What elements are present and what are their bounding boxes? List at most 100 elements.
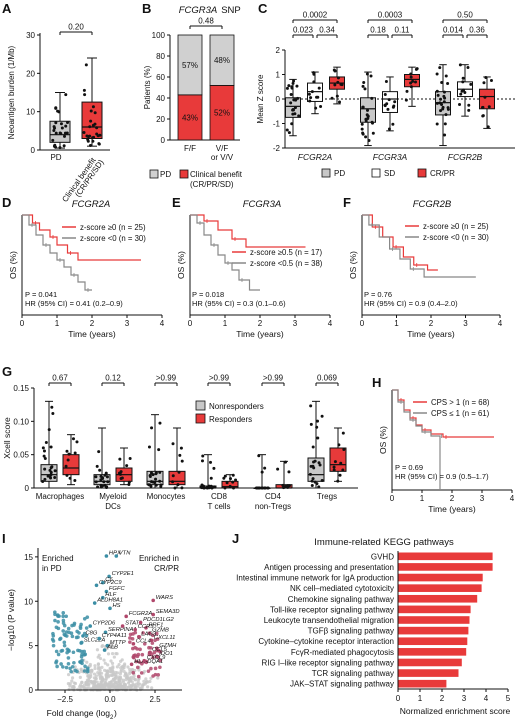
km-xlabel: Time (years) — [428, 504, 476, 514]
panel-c-1-2-dot — [409, 75, 413, 79]
panel-c-0-0-dot — [293, 106, 297, 110]
km-legend-label: z-score <0.5 (n = 38) — [250, 259, 323, 268]
panel-f: FCGR2B 0 1 2 3 4 Time (years) OS (%) z-score ≥0 … — [348, 199, 503, 339]
panel-i-gene-label: HLF — [105, 592, 116, 598]
panel-j-x-tick-label: 2 — [440, 694, 445, 703]
panel-c-0-0-dot — [292, 98, 296, 102]
panel-i-point-crpr — [151, 674, 155, 678]
panel-i-point — [98, 656, 103, 661]
panel-b-bar-label: 43% — [182, 113, 198, 122]
panel-g-y-tick-label: 0.10 — [13, 417, 29, 426]
panel-i-point — [119, 670, 123, 674]
panel-i-gene-label: CCR5 — [138, 624, 155, 630]
panel-c-2-2-dot — [486, 125, 490, 129]
panel-c-legend-label: SD — [384, 169, 395, 178]
panel-c-1-1-dot — [391, 122, 395, 126]
panel-i-gene-label: MTTP — [110, 640, 126, 646]
panel-i-point — [99, 683, 103, 688]
panel-g-2-0-dot — [153, 481, 157, 485]
panel-g-category: DCs — [105, 502, 121, 511]
panel-c-y-tick-label: 2 — [276, 46, 281, 55]
panel-c-1-0-dot — [365, 72, 369, 76]
km-xlabel: Time (years) — [407, 329, 455, 339]
panel-c-1-0-dot — [361, 132, 365, 136]
panel-c-2-0-dot — [435, 72, 439, 76]
panel-b-bar — [209, 85, 235, 141]
panel-c-0-0-dot — [295, 84, 299, 88]
km-curve — [362, 214, 476, 278]
panel-c-2-0-dot — [440, 80, 444, 84]
panel-i-gene-label: FGFC — [109, 586, 126, 592]
panel-c-group-label: FCGR2B — [448, 152, 483, 162]
panel-j-bar — [398, 594, 478, 603]
panel-i-point-pd — [66, 656, 71, 660]
panel-j-bar — [398, 563, 493, 571]
panel-g-y-tick-label: 0.05 — [13, 451, 29, 460]
panel-a-0-dot — [54, 121, 58, 125]
panel-i-point-pd — [72, 623, 76, 627]
panel-i-gene-label: HLA-DQA1 — [134, 659, 163, 665]
panel-i-point — [117, 678, 121, 682]
panel-i-point — [78, 675, 82, 680]
panel-c-0-pvalue: 0.34 — [319, 26, 335, 35]
panel-g-5-0-dot — [309, 404, 313, 408]
panel-a-y-tick-label: 0 — [31, 146, 36, 155]
panel-g-2-1-dot — [176, 483, 180, 487]
panel-c-legend-swatch — [371, 168, 381, 178]
panel-c-1-pvalue: 0.18 — [370, 26, 386, 35]
panel-c-legend-label: PD — [334, 169, 345, 178]
panel-i-point — [111, 665, 115, 669]
panel-i-point-pd — [68, 666, 72, 671]
panel-i-point-crpr — [158, 650, 162, 654]
panel-c-0-0-dot — [291, 112, 295, 116]
panel-i-labeled-point — [151, 598, 155, 603]
panel-g-4-0-dot — [260, 470, 264, 474]
panel-i-labeled-point — [107, 574, 111, 579]
panel-i-point — [120, 686, 124, 691]
panel-i-point — [118, 659, 123, 663]
panel-c-1-0-dot — [369, 74, 373, 78]
panel-c-0-2-dot — [338, 100, 342, 104]
panel-i-point-pd — [64, 665, 69, 670]
panel-i-xlabel: Fold change (log — [47, 708, 111, 718]
panel-i-point — [93, 664, 97, 668]
panel-i-y-tick-label: 0 — [29, 686, 34, 695]
panel-i-point — [156, 676, 160, 680]
panel-i-point — [79, 683, 83, 687]
panel-g-4-0-dot — [266, 486, 270, 490]
panel-c-2-0-dot — [439, 109, 443, 113]
panel-c-2-1-dot — [466, 66, 470, 70]
panel-i-point-crpr — [152, 650, 157, 655]
panel-i-point — [126, 681, 131, 685]
panel-i-point — [67, 687, 71, 692]
panel-i-point-pd — [53, 618, 57, 623]
panel-c-0-0-dot — [291, 107, 295, 111]
panel-g-legend-swatch — [195, 413, 206, 424]
panel-i-point-pd — [72, 660, 76, 665]
panel-c-2-0-dot — [443, 133, 447, 137]
panel-i-labeled-point — [94, 583, 99, 588]
panel-i-point-pd — [70, 664, 75, 669]
panel-g-1-0-dot — [105, 475, 109, 479]
km-x-tick-label: 1 — [420, 494, 425, 503]
panel-i-point — [117, 685, 122, 689]
panel-c-0-0-dot — [289, 92, 293, 96]
panel-i-labeled-point — [81, 634, 85, 638]
panel-c-0-0-dot — [291, 81, 295, 85]
panel-i-point-pd — [61, 618, 66, 623]
panel-b-title: SNP — [221, 5, 241, 16]
panel-j-category: FcγR-mediated phagocytosis — [291, 648, 394, 657]
panel-i-gene-label: GZMH — [159, 643, 177, 649]
km-legend-label: CPS ≤ 1 (n = 61) — [431, 409, 490, 418]
panel-i-point — [94, 676, 98, 681]
panel-i-labeled-point — [79, 641, 83, 645]
panel-g-category: Monocytes — [147, 492, 186, 501]
panel-a-0-dot — [54, 145, 58, 149]
panel-c-2-1-dot — [469, 82, 473, 86]
panel-g-0-1-dot — [65, 449, 69, 453]
panel-g-3-1-dot — [223, 486, 227, 490]
panel-c-0-2-dot — [330, 96, 334, 100]
panel-label-F: F — [343, 195, 351, 210]
panel-i-labeled-point — [155, 654, 159, 659]
panel-i-point-crpr — [154, 631, 159, 636]
